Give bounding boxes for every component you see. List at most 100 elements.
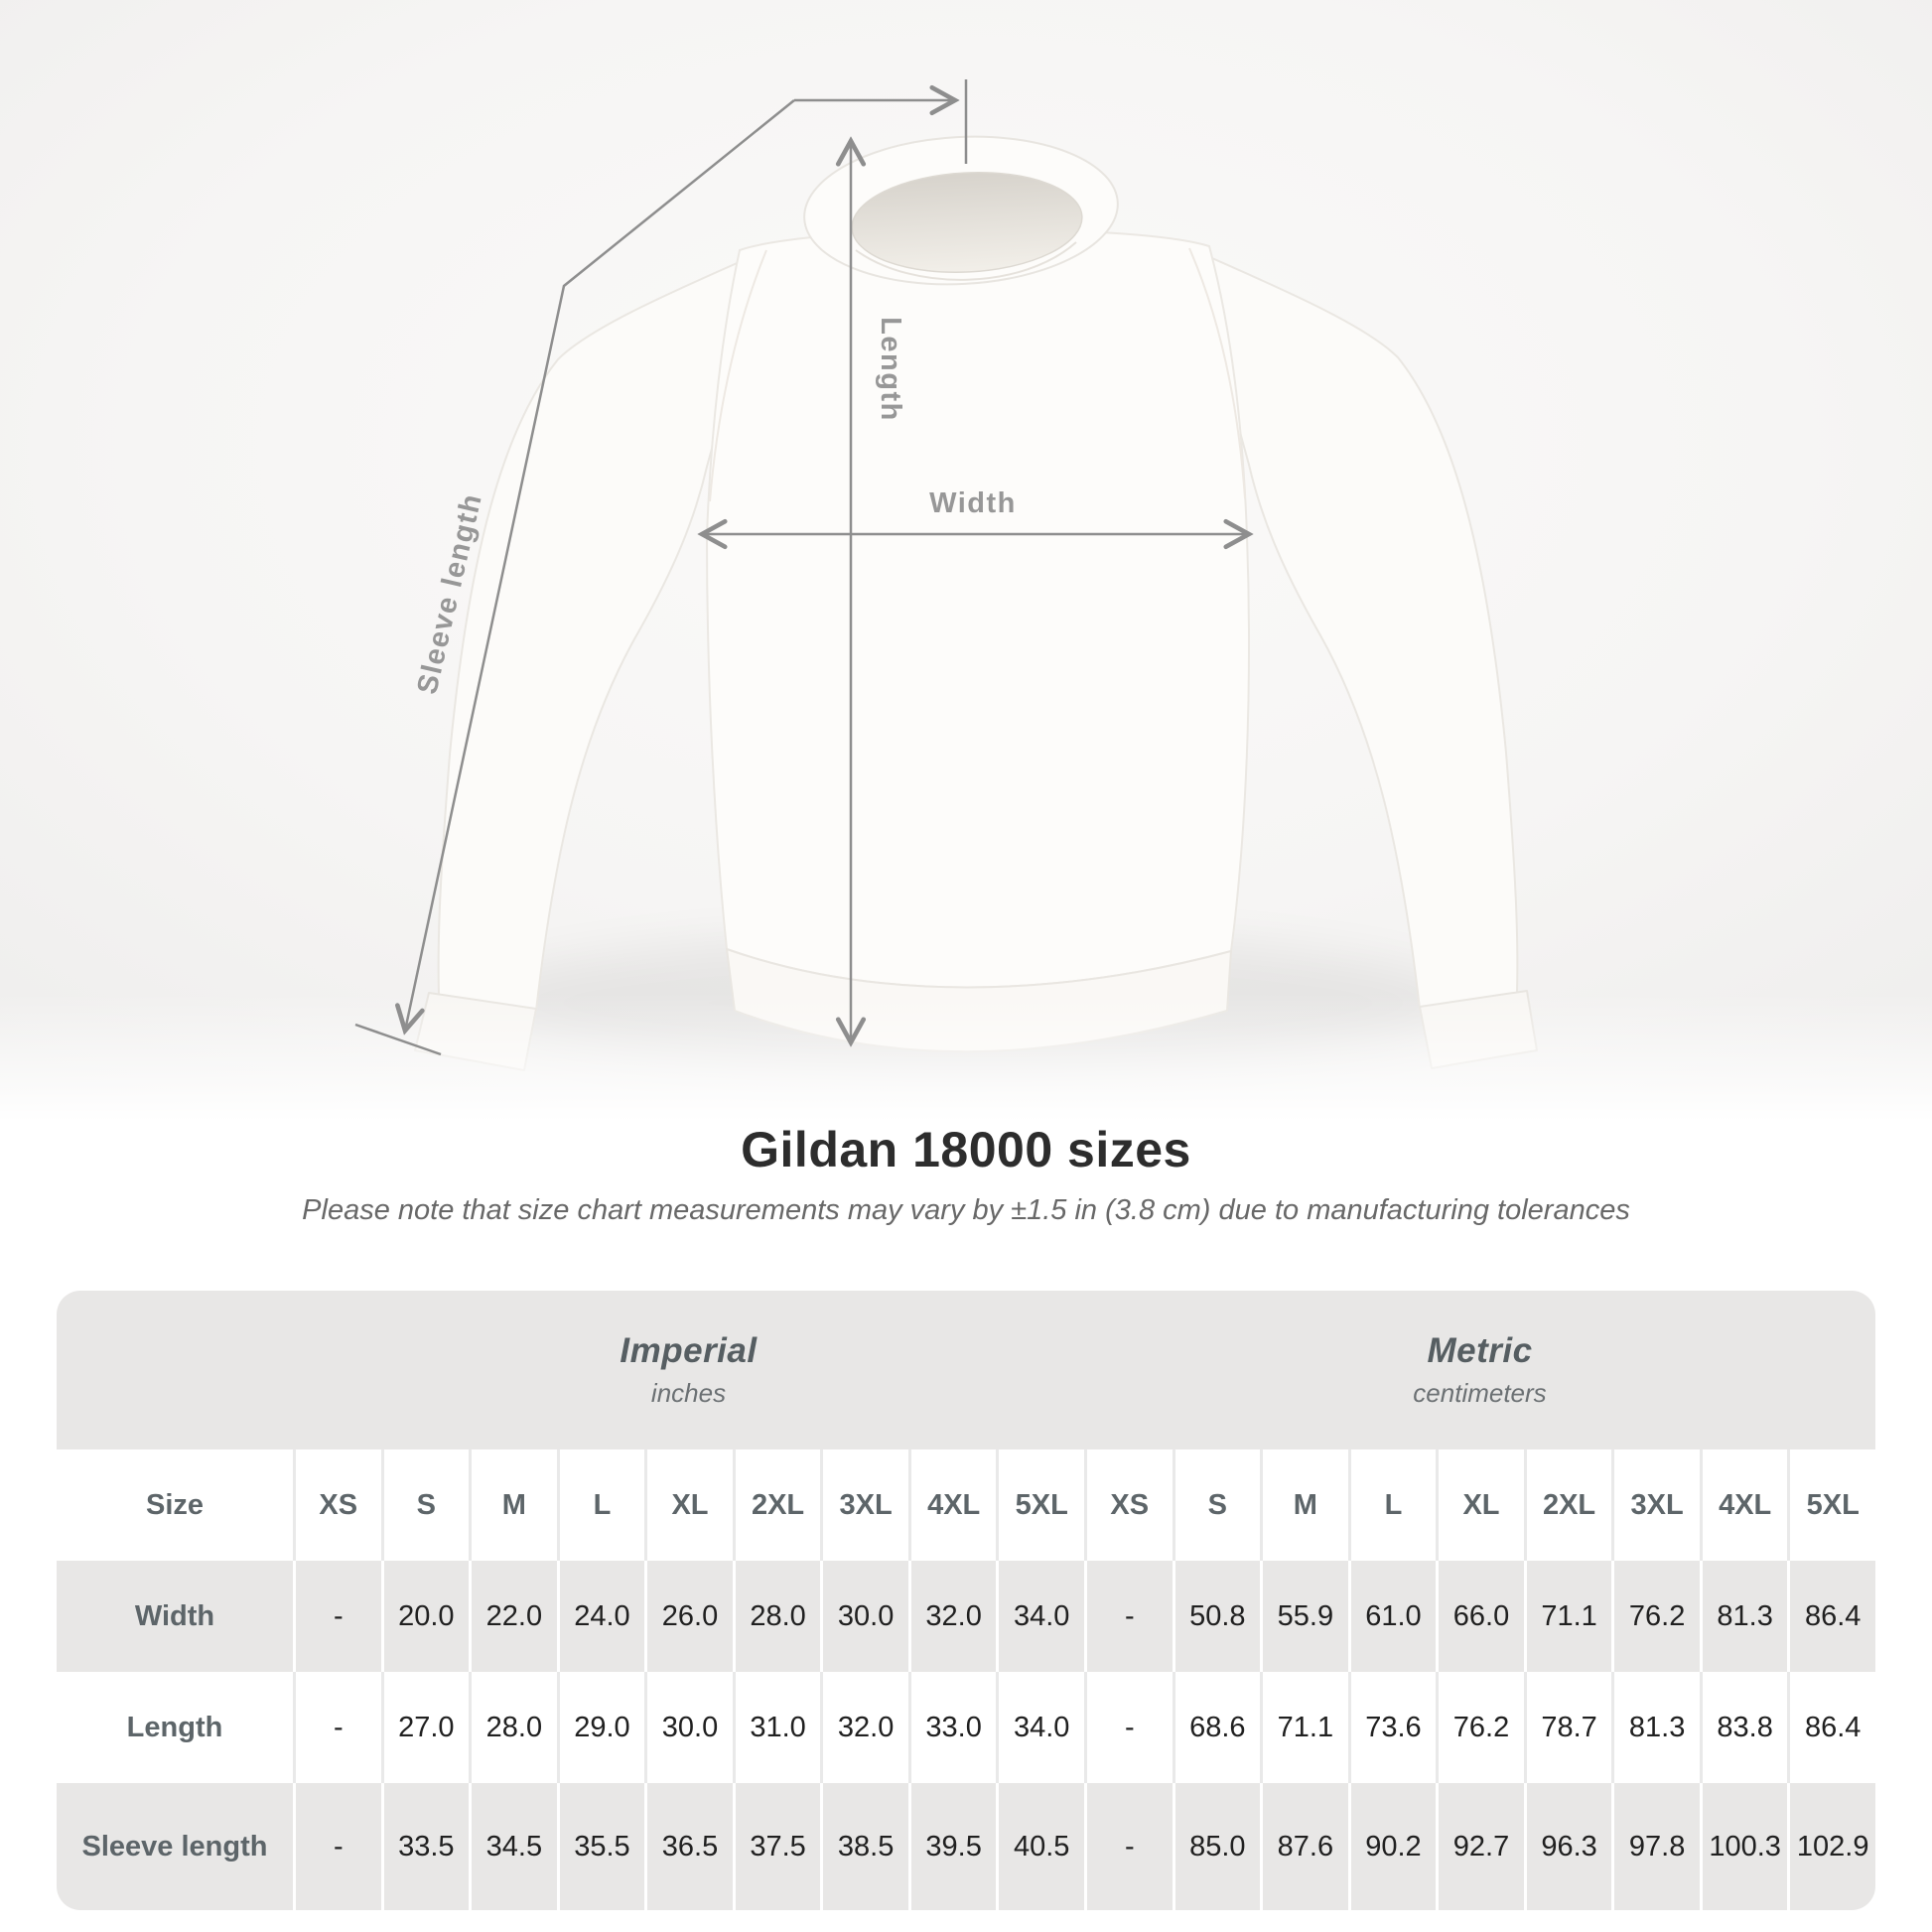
table-cell: 78.7 [1523,1672,1612,1783]
product-photo: Width Length Sleeve length [0,0,1932,1122]
size-header-cell: M [1260,1449,1348,1561]
table-cell: 33.0 [907,1672,997,1783]
imperial-title: Imperial [620,1331,758,1370]
table-cell: 102.9 [1787,1783,1875,1910]
row-label: Size [145,1488,205,1521]
table-cell: 86.4 [1787,1561,1875,1672]
size-header-cell: 5XL [1787,1449,1875,1561]
table-cell: 26.0 [644,1561,733,1672]
table-row: Sleeve length -33.5 34.5 35.5 36.5 37.5 38.5 39… [57,1783,1875,1910]
table-row: Length -27.0 28.0 29.0 30.0 31.0 32.0 33.0 34.0-… [57,1672,1875,1783]
table-cell: 39.5 [907,1783,997,1910]
size-header-cell: 2XL [1523,1449,1612,1561]
sleeve-measure-line [405,99,795,1031]
size-header-cell: XL [1436,1449,1524,1561]
table-cell: 73.6 [1347,1672,1437,1783]
table-cell: 31.0 [732,1672,821,1783]
size-header-cell: S [1172,1449,1261,1561]
size-header-cell: XS [293,1449,381,1561]
size-header-cell: 4XL [1699,1449,1788,1561]
table-cell: 81.3 [1699,1561,1788,1672]
table-cell: 100.3 [1699,1783,1788,1910]
size-header-cell: 4XL [907,1449,997,1561]
table-cell: 96.3 [1523,1783,1612,1910]
table-cell: 90.2 [1347,1783,1437,1910]
caption-block: Gildan 18000 sizes Please note that size… [0,1120,1932,1227]
size-header-cell: XS [1084,1449,1173,1561]
measurement-annotations [354,79,1249,1056]
size-header-cell: 5XL [996,1449,1084,1561]
table-cell: 61.0 [1347,1561,1437,1672]
table-cell: - [293,1672,381,1783]
metric-header: Metric centimeters [1084,1291,1875,1449]
table-cell: 76.2 [1611,1561,1700,1672]
table-cell: - [1084,1561,1173,1672]
table-cell: 86.4 [1787,1672,1875,1783]
size-header-cell: L [556,1449,645,1561]
table-cell: 30.0 [820,1561,908,1672]
table-cell: 36.5 [644,1783,733,1910]
size-header-cell: 2XL [732,1449,821,1561]
table-cell: 35.5 [556,1783,645,1910]
table-cell: 85.0 [1172,1783,1261,1910]
table-cell: 24.0 [556,1561,645,1672]
table-cell: 68.6 [1172,1672,1261,1783]
table-cell: 37.5 [732,1783,821,1910]
table-cell: 87.6 [1260,1783,1348,1910]
size-header-cell: XL [644,1449,733,1561]
table-cell: 76.2 [1436,1672,1524,1783]
metric-title: Metric [1427,1331,1533,1370]
table-cell: 34.0 [996,1672,1084,1783]
table-cell: 34.5 [469,1783,557,1910]
photo-fade [0,993,1932,1122]
table-cell: 28.0 [732,1561,821,1672]
table-cell: 71.1 [1260,1672,1348,1783]
table-cell: 81.3 [1611,1672,1700,1783]
table-cell: - [293,1783,381,1910]
size-header-cell: 3XL [1611,1449,1700,1561]
table-cell: 50.8 [1172,1561,1261,1672]
size-header-cell: S [380,1449,470,1561]
table-cell: - [1084,1672,1173,1783]
table-cell: 34.0 [996,1561,1084,1672]
unit-header-spacer [57,1291,293,1449]
table-cell: 83.8 [1699,1672,1788,1783]
table-cell: 32.0 [907,1561,997,1672]
table-cell: 20.0 [380,1561,470,1672]
table-cell: 29.0 [556,1672,645,1783]
table-cell: 55.9 [1260,1561,1348,1672]
table-cell: 66.0 [1436,1561,1524,1672]
table-row: Size XS S M L XL 2XL 3XL 4XL 5XL XS S M L XL 2XL 3XL 4XL 5… [57,1449,1875,1561]
sleeve-end-bar [354,1023,442,1056]
table-cell: 33.5 [380,1783,470,1910]
unit-header-row: Imperial inches Metric centimeters [57,1291,1875,1449]
row-label: Length [126,1711,223,1743]
table-cell: 92.7 [1436,1783,1524,1910]
imperial-subtitle: inches [650,1378,727,1408]
size-header-cell: M [469,1449,557,1561]
row-label: Width [134,1599,215,1632]
size-table: Imperial inches Metric centimeters Size X… [57,1291,1875,1910]
table-body: Size XS S M L XL 2XL 3XL 4XL 5XL XS S M L XL 2XL 3XL 4XL 5… [57,1449,1875,1910]
table-cell: 27.0 [380,1672,470,1783]
table-cell: 97.8 [1611,1783,1700,1910]
table-cell: 28.0 [469,1672,557,1783]
width-label: Width [929,487,1017,519]
table-cell: - [293,1561,381,1672]
page-title: Gildan 18000 sizes [741,1122,1191,1177]
length-label: Length [875,317,906,422]
table-cell: 32.0 [820,1672,908,1783]
table-cell: 71.1 [1523,1561,1612,1672]
table-cell: - [1084,1783,1173,1910]
table-cell: 38.5 [820,1783,908,1910]
imperial-header: Imperial inches [293,1291,1084,1449]
table-row: Width -20.0 22.0 24.0 26.0 28.0 30.0 32.0 34.0-5… [57,1561,1875,1672]
sweatshirt-diagram: Width Length Sleeve length [0,0,1932,1122]
table-cell: 40.5 [996,1783,1084,1910]
tolerance-note: Please note that size chart measurements… [302,1194,1630,1226]
table-cell: 22.0 [469,1561,557,1672]
row-label: Sleeve length [81,1830,268,1863]
size-header-cell: L [1347,1449,1437,1561]
size-header-cell: 3XL [820,1449,908,1561]
